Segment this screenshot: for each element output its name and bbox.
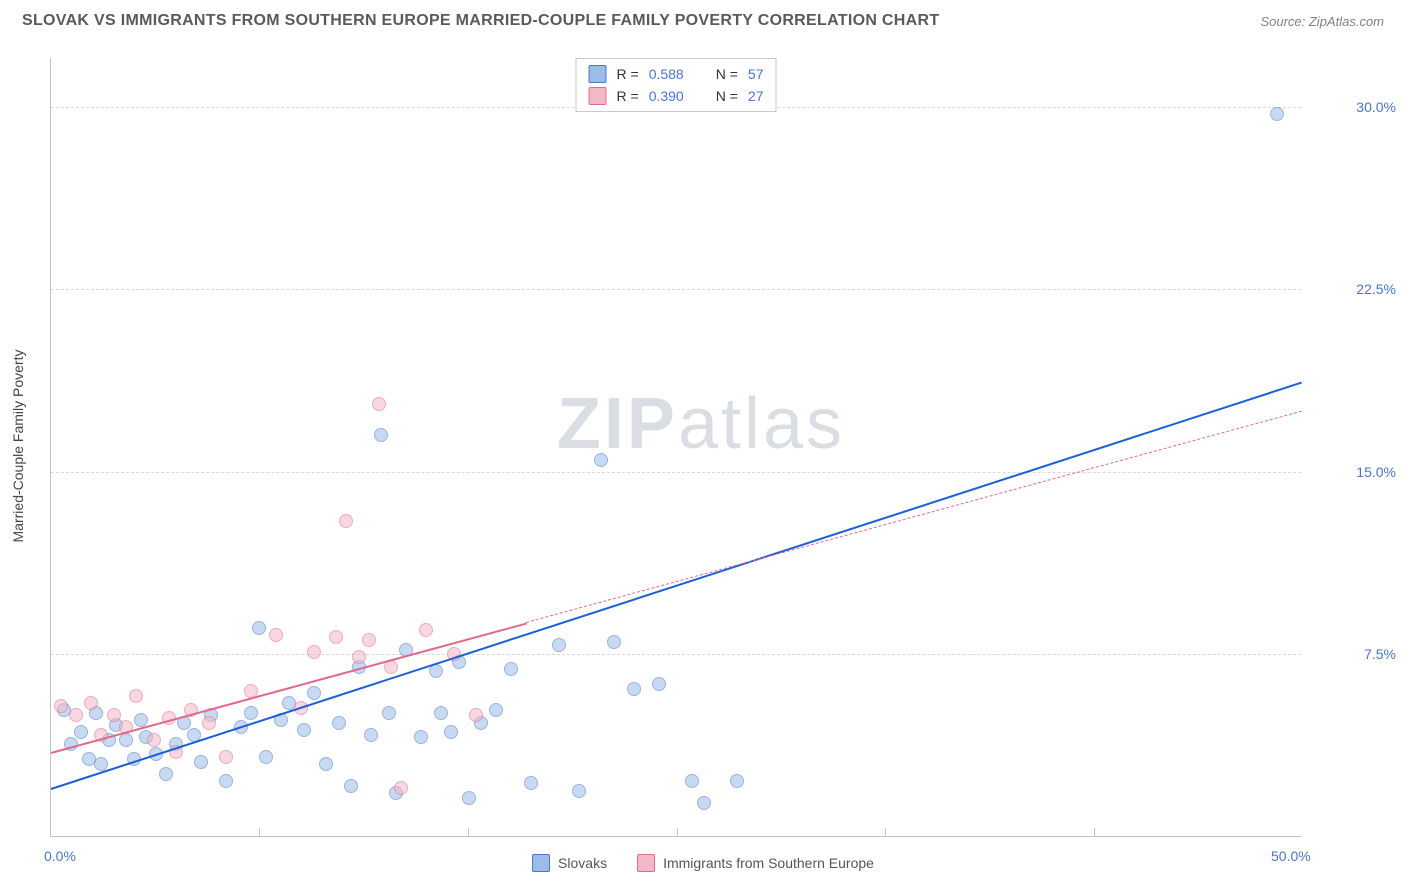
data-point xyxy=(685,774,699,788)
legend-item: Slovaks xyxy=(532,854,607,872)
data-point xyxy=(352,650,366,664)
y-axis-label: Married-Couple Family Poverty xyxy=(10,350,26,543)
x-tick xyxy=(259,828,260,836)
legend-swatch xyxy=(532,854,550,872)
data-point xyxy=(194,755,208,769)
legend-swatch xyxy=(637,854,655,872)
legend-row: R = 0.588 N = 57 xyxy=(589,63,764,85)
data-point xyxy=(372,397,386,411)
x-tick xyxy=(1094,828,1095,836)
data-point xyxy=(69,708,83,722)
data-point xyxy=(652,677,666,691)
data-point xyxy=(297,723,311,737)
x-tick-label: 50.0% xyxy=(1271,848,1311,864)
x-tick xyxy=(885,828,886,836)
data-point xyxy=(1270,107,1284,121)
x-tick xyxy=(468,828,469,836)
y-tick-label: 7.5% xyxy=(1364,646,1396,662)
data-point xyxy=(730,774,744,788)
x-tick-label: 0.0% xyxy=(44,848,76,864)
data-point xyxy=(219,750,233,764)
r-label: R = xyxy=(617,66,639,82)
gridline xyxy=(51,654,1301,655)
trend-line xyxy=(526,411,1302,623)
data-point xyxy=(364,728,378,742)
data-point xyxy=(329,630,343,644)
legend-swatch xyxy=(589,87,607,105)
source-label: Source: ZipAtlas.com xyxy=(1260,14,1384,29)
data-point xyxy=(269,628,283,642)
chart-title: SLOVAK VS IMMIGRANTS FROM SOUTHERN EUROP… xyxy=(22,12,939,30)
data-point xyxy=(572,784,586,798)
data-point xyxy=(339,514,353,528)
y-tick-label: 15.0% xyxy=(1356,464,1396,480)
data-point xyxy=(107,708,121,722)
data-point xyxy=(419,623,433,637)
data-point xyxy=(489,703,503,717)
series-legend: Slovaks Immigrants from Southern Europe xyxy=(532,854,874,872)
data-point xyxy=(344,779,358,793)
y-tick-label: 22.5% xyxy=(1356,281,1396,297)
data-point xyxy=(394,781,408,795)
data-point xyxy=(552,638,566,652)
legend-row: R = 0.390 N = 27 xyxy=(589,85,764,107)
n-value: 57 xyxy=(748,66,764,82)
data-point xyxy=(382,706,396,720)
data-point xyxy=(362,633,376,647)
data-point xyxy=(252,621,266,635)
data-point xyxy=(129,689,143,703)
data-point xyxy=(594,453,608,467)
r-value: 0.588 xyxy=(649,66,684,82)
gridline xyxy=(51,289,1301,290)
data-point xyxy=(307,645,321,659)
legend-label: Immigrants from Southern Europe xyxy=(663,855,874,871)
x-tick xyxy=(677,828,678,836)
data-point xyxy=(202,716,216,730)
data-point xyxy=(697,796,711,810)
data-point xyxy=(54,699,68,713)
n-value: 27 xyxy=(748,88,764,104)
legend-swatch xyxy=(589,65,607,83)
data-point xyxy=(434,706,448,720)
r-label: R = xyxy=(617,88,639,104)
data-point xyxy=(159,767,173,781)
data-point xyxy=(469,708,483,722)
legend-label: Slovaks xyxy=(558,855,607,871)
data-point xyxy=(332,716,346,730)
y-tick-label: 30.0% xyxy=(1356,99,1396,115)
scatter-chart: ZIPatlas R =0.588N =57R =0.390N =27 xyxy=(50,58,1301,837)
data-point xyxy=(84,696,98,710)
data-point xyxy=(524,776,538,790)
gridline xyxy=(51,472,1301,473)
data-point xyxy=(244,706,258,720)
data-point xyxy=(414,730,428,744)
data-point xyxy=(462,791,476,805)
data-point xyxy=(627,682,641,696)
data-point xyxy=(429,664,443,678)
n-label: N = xyxy=(716,66,738,82)
r-value: 0.390 xyxy=(649,88,684,104)
legend-item: Immigrants from Southern Europe xyxy=(637,854,874,872)
data-point xyxy=(259,750,273,764)
data-point xyxy=(374,428,388,442)
data-point xyxy=(607,635,621,649)
data-point xyxy=(504,662,518,676)
trend-line xyxy=(51,382,1303,790)
data-point xyxy=(319,757,333,771)
data-point xyxy=(307,686,321,700)
n-label: N = xyxy=(716,88,738,104)
data-point xyxy=(147,733,161,747)
correlation-legend: R = 0.588 N = 57 R = 0.390 N = 27 xyxy=(576,58,777,112)
data-point xyxy=(219,774,233,788)
data-point xyxy=(74,725,88,739)
data-point xyxy=(444,725,458,739)
